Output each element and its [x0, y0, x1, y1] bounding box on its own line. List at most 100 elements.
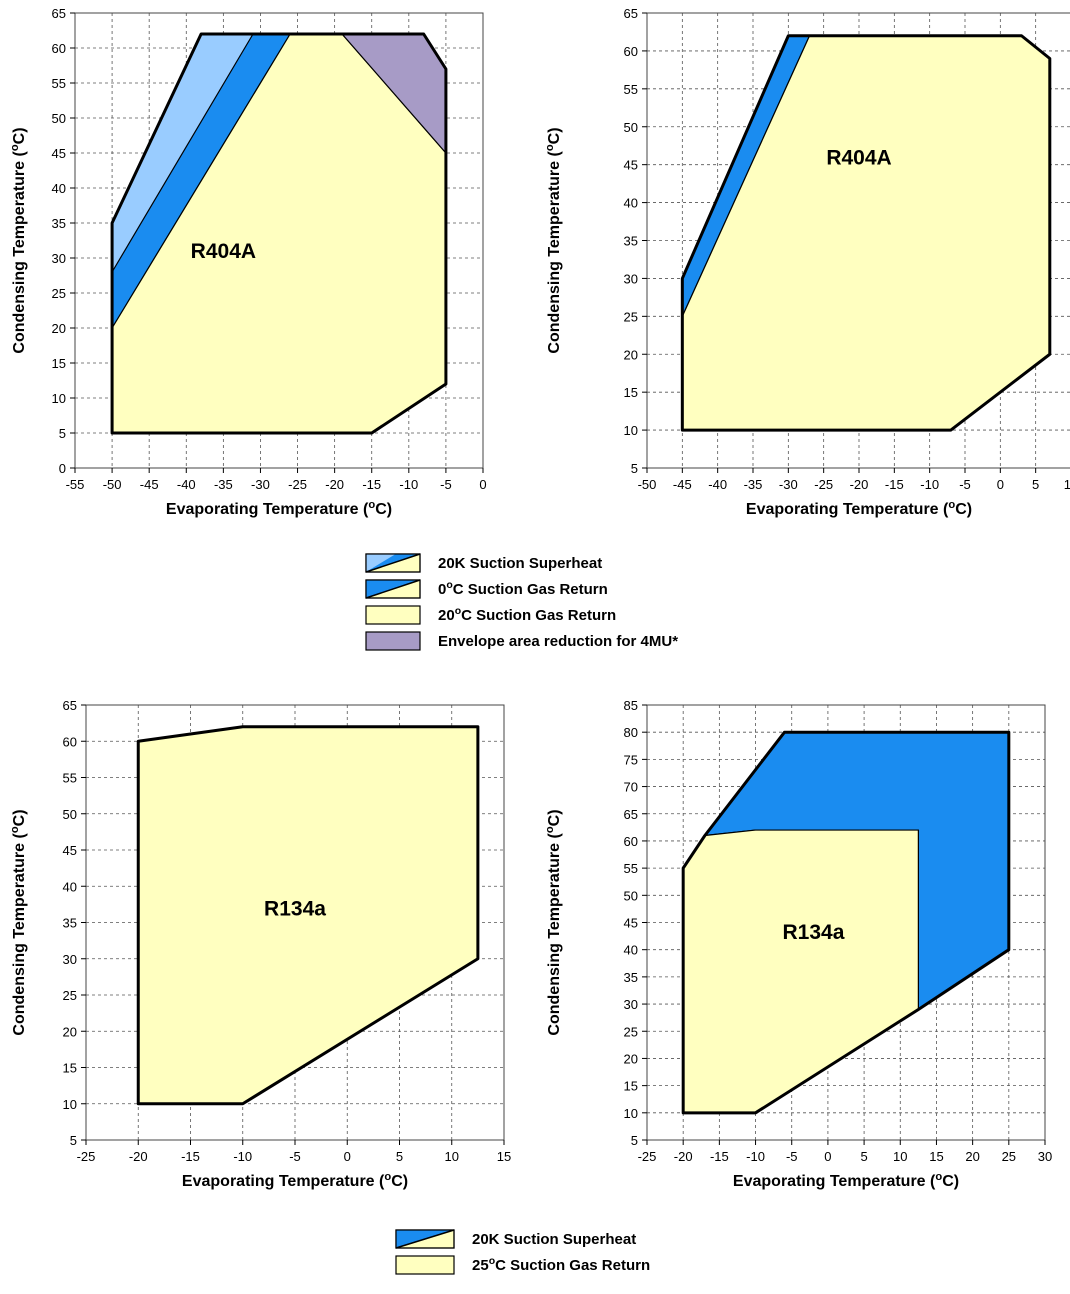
legend-item: 20K Suction Superheat	[395, 1229, 636, 1249]
envelope-outline	[681, 730, 1011, 1115]
y-axis-title: Condensing Temperature (oC)	[544, 809, 563, 1035]
legend-swatch-border	[395, 1229, 455, 1249]
legend-swatch-diagonal	[365, 553, 421, 573]
y-tick-label: 0	[59, 461, 66, 476]
legend-swatch-border	[365, 553, 421, 573]
y-tick-label: 20	[63, 1024, 77, 1039]
y-tick-label: 40	[624, 196, 638, 211]
x-axis-title: Evaporating Temperature (oC)	[733, 1171, 959, 1190]
legend-label: 0oC Suction Gas Return	[438, 579, 608, 598]
x-tick-label: -5	[959, 477, 971, 492]
x-tick-label: -35	[214, 477, 233, 492]
y-tick-label: 35	[52, 216, 66, 231]
y-tick-label: 40	[624, 943, 638, 958]
legend-swatch-border	[365, 579, 421, 599]
y-tick-label: 40	[52, 181, 66, 196]
y-tick-label: 15	[52, 356, 66, 371]
x-tick-label: 5	[1032, 477, 1039, 492]
x-tick-label: 0	[344, 1149, 351, 1164]
x-tick-label: -20	[129, 1149, 148, 1164]
y-tick-label: 20	[52, 321, 66, 336]
y-tick-label: 10	[624, 423, 638, 438]
y-tick-label: 35	[624, 234, 638, 249]
x-tick-label: -20	[325, 477, 344, 492]
y-tick-label: 60	[624, 44, 638, 59]
y-tick-label: 80	[624, 725, 638, 740]
r404a-envelope-chart-left: -55 -50 -45 -40 -35 -30 -25 -20 -15 -10 -5 00510152…	[9, 6, 487, 518]
x-tick-label: 20	[965, 1149, 979, 1164]
y-tick-label: 85	[624, 698, 638, 713]
x-tick-label: -25	[288, 477, 307, 492]
y-tick-label: 65	[624, 807, 638, 822]
x-tick-label: -55	[66, 477, 85, 492]
plot-frame	[74, 12, 484, 469]
legend-swatch	[365, 631, 421, 651]
x-tick-label: -10	[399, 477, 418, 492]
legend-item: Envelope area reduction for 4MU*	[365, 631, 678, 651]
legend-item: 20K Suction Superheat	[365, 553, 602, 573]
y-tick-label: 30	[624, 997, 638, 1012]
x-tick-label: 30	[1038, 1149, 1052, 1164]
y-axis-title: Condensing Temperature (oC)	[9, 127, 28, 353]
x-axis-title: Evaporating Temperature (oC)	[182, 1171, 408, 1190]
y-tick-label: 10	[63, 1097, 77, 1112]
legend-label: 25oC Suction Gas Return	[472, 1255, 650, 1274]
legend-item: 25oC Suction Gas Return	[395, 1255, 650, 1275]
y-tick-label: 25	[52, 286, 66, 301]
x-tick-label: -50	[638, 477, 657, 492]
y-tick-label: 25	[624, 1024, 638, 1039]
x-tick-label: -50	[103, 477, 122, 492]
y-tick-label: 5	[70, 1133, 77, 1148]
y-tick-label: 60	[63, 734, 77, 749]
x-tick-label: -30	[779, 477, 798, 492]
envelope-outline	[136, 725, 480, 1106]
x-tick-label: -20	[850, 477, 869, 492]
x-tick-label: -25	[814, 477, 833, 492]
x-tick-label: 0	[479, 477, 486, 492]
y-tick-label: 65	[63, 698, 77, 713]
y-tick-label: 5	[59, 426, 66, 441]
y-tick-label: 50	[624, 120, 638, 135]
y-tick-label: 55	[624, 82, 638, 97]
x-tick-label: -35	[744, 477, 763, 492]
x-tick-label: -25	[638, 1149, 657, 1164]
y-tick-label: 30	[52, 251, 66, 266]
envelope-outline	[680, 34, 1052, 432]
chart-title: R134a	[264, 897, 326, 920]
legend-swatch	[395, 1255, 455, 1275]
y-tick-label: 70	[624, 780, 638, 795]
x-tick-label: 10	[445, 1149, 459, 1164]
x-tick-label: -15	[362, 477, 381, 492]
legend-top: 20K Suction Superheat 0oC Suction Gas Ret…	[365, 553, 678, 651]
x-tick-label: -25	[77, 1149, 96, 1164]
y-tick-label: 35	[63, 916, 77, 931]
x-tick-label: -5	[786, 1149, 798, 1164]
y-tick-label: 10	[52, 391, 66, 406]
y-tick-label: 45	[624, 916, 638, 931]
legend-swatch-diagonal	[395, 1229, 455, 1249]
x-axis-title: Evaporating Temperature (oC)	[166, 499, 392, 518]
y-tick-label: 15	[624, 1079, 638, 1094]
y-tick-label: 55	[52, 76, 66, 91]
x-tick-label: -5	[289, 1149, 301, 1164]
legend-label: 20oC Suction Gas Return	[438, 605, 616, 624]
y-axis-title: Condensing Temperature (oC)	[544, 127, 563, 353]
x-tick-label: -10	[746, 1149, 765, 1164]
envelope-outline	[110, 32, 448, 435]
x-tick-label: 15	[929, 1149, 943, 1164]
y-tick-label: 65	[624, 6, 638, 21]
y-tick-label: 25	[624, 309, 638, 324]
x-tick-label: -5	[440, 477, 452, 492]
r134a-envelope-chart-right: -25 -20 -15 -10 -5 0 5 10 15 20 25 30 5 10 15 20 25 30 35 4…	[544, 698, 1052, 1190]
y-tick-label: 5	[631, 1133, 638, 1148]
x-tick-label: 25	[1002, 1149, 1016, 1164]
y-tick-label: 20	[624, 1051, 638, 1066]
x-axis-title: Evaporating Temperature (oC)	[746, 499, 972, 518]
y-tick-label: 45	[624, 158, 638, 173]
legend-bottom: 20K Suction Superheat 25oC Suction Gas Re…	[395, 1229, 650, 1275]
legend-swatch-lightblue	[366, 554, 396, 572]
x-tick-label: -10	[233, 1149, 252, 1164]
x-tick-label: 10	[1064, 477, 1070, 492]
x-tick-label: -15	[885, 477, 904, 492]
x-tick-label: 5	[860, 1149, 867, 1164]
